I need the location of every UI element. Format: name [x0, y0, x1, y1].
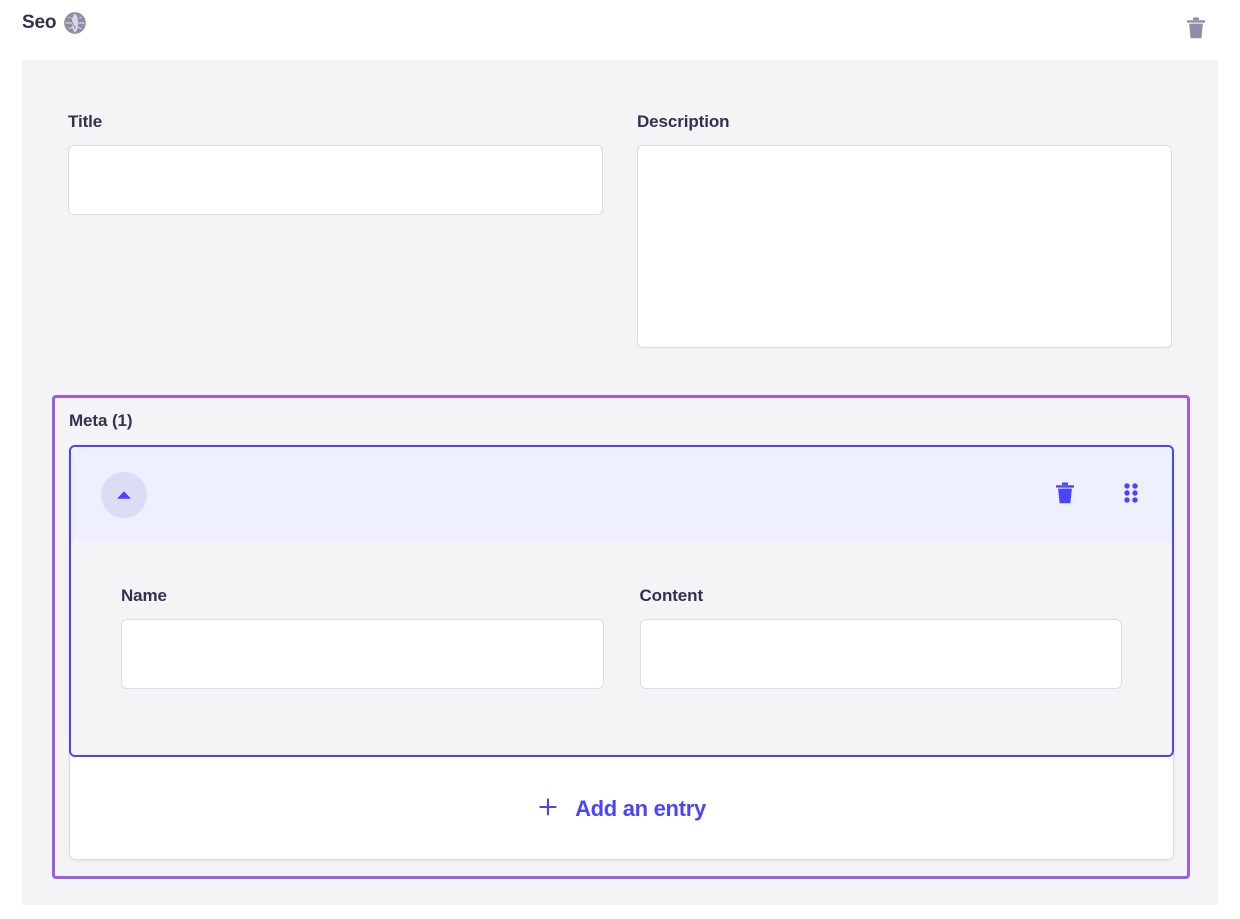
title-label: Title: [68, 112, 103, 131]
name-label: Name: [121, 586, 167, 605]
drag-entry-handle[interactable]: [1116, 479, 1146, 509]
meta-entry-body: Name Content: [71, 542, 1172, 755]
caret-up-icon: [116, 488, 132, 503]
content-label: Content: [639, 586, 704, 605]
field-content-group: Content: [639, 586, 1122, 689]
meta-entry-actions: [1050, 479, 1146, 509]
globe-icon: [64, 12, 87, 34]
plus-icon: [537, 796, 559, 823]
page-title: Seo: [22, 12, 87, 34]
meta-repeatable-field: Meta (1): [52, 395, 1190, 879]
drag-handle-icon: [1122, 481, 1140, 508]
field-title-group: Title: [68, 112, 603, 348]
title-input[interactable]: [68, 145, 603, 215]
field-title-label: Seo: [22, 12, 57, 33]
trash-icon: [1185, 16, 1207, 45]
trash-icon: [1054, 481, 1076, 508]
meta-label: Meta (1): [69, 411, 133, 430]
meta-entry-component: Name Content: [69, 445, 1174, 757]
name-input[interactable]: [121, 619, 604, 689]
meta-entry-fields: Name Content: [121, 586, 1122, 689]
add-entry-button[interactable]: Add an entry: [70, 759, 1173, 859]
seo-top-fields: Title Description: [68, 112, 1172, 348]
collapse-entry-button[interactable]: [101, 472, 147, 518]
delete-field-button[interactable]: [1182, 16, 1210, 44]
field-description-group: Description: [637, 112, 1172, 348]
delete-entry-button[interactable]: [1050, 479, 1080, 509]
field-name-group: Name: [121, 586, 604, 689]
content-input[interactable]: [639, 619, 1122, 689]
meta-entries-container: Name Content: [69, 445, 1174, 860]
seo-content-card: Title Description Meta (1): [22, 60, 1218, 905]
description-textarea[interactable]: [637, 145, 1172, 348]
field-header-bar: Seo: [0, 0, 1240, 60]
description-label: Description: [637, 112, 730, 131]
meta-entry-header: [71, 447, 1172, 542]
add-entry-label: Add an entry: [575, 796, 706, 821]
